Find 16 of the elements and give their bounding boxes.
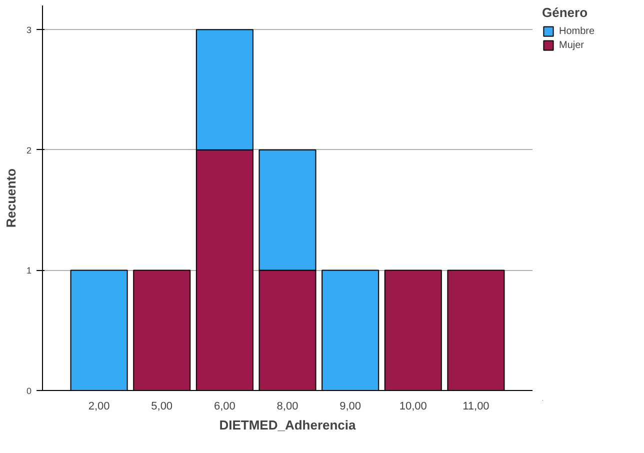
legend-title: Género (542, 5, 589, 20)
legend-label: Hombre (559, 26, 595, 36)
legend-label: Mujer (559, 40, 584, 50)
y-tick-label: 3 (26, 25, 32, 36)
x-tick-label: 10,00 (399, 400, 427, 412)
x-tick-label: 9,00 (340, 400, 362, 412)
x-tick-label: 6,00 (214, 400, 236, 412)
x-tick-label: 11,00 (462, 400, 490, 412)
y-tick-label: 1 (26, 266, 32, 276)
y-tick-label: 2 (26, 145, 32, 156)
y-tick-label: 0 (26, 386, 32, 396)
y-axis-title: Recuento (3, 168, 18, 228)
x-tick-label: 5,00 (151, 400, 173, 412)
x-axis-title: DIETMED_Adherencia (219, 418, 357, 432)
x-tick-label: 8,00 (276, 400, 298, 412)
x-tick-label: 2,00 (88, 400, 110, 412)
